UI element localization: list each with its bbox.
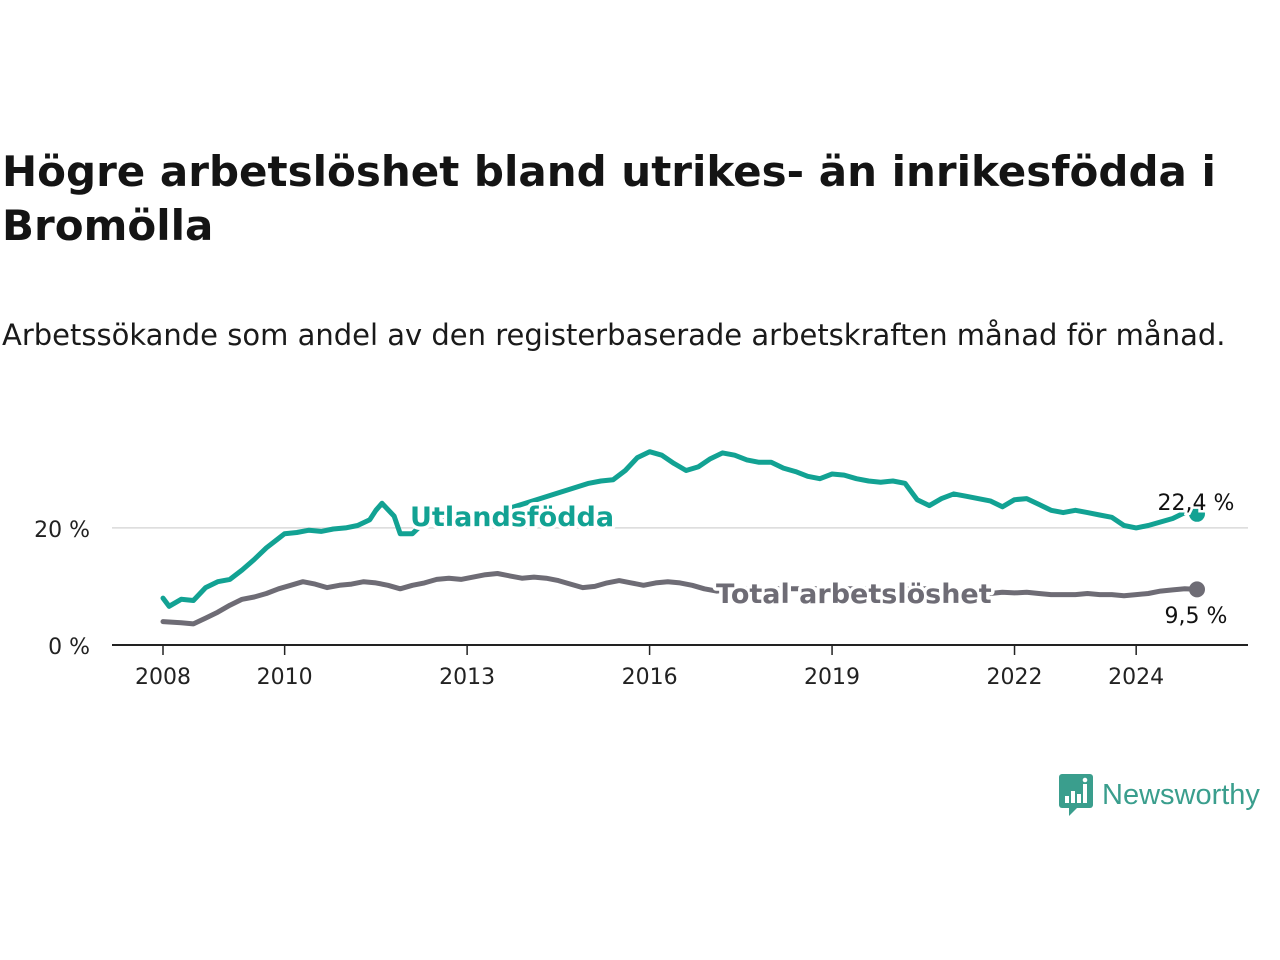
x-tick-label: 2008 — [135, 665, 191, 690]
x-tick-label: 2024 — [1108, 665, 1164, 690]
x-tick-label: 2013 — [439, 665, 495, 690]
chart-subtitle: Arbetssökande som andel av den registerb… — [2, 318, 1226, 352]
x-tick-label: 2010 — [257, 665, 313, 690]
series-name-foreign: Utlandsfödda — [410, 502, 614, 533]
series-line-total — [160, 571, 1200, 627]
newsworthy-logo-icon — [1059, 774, 1093, 816]
newsworthy-brand: Newsworthy — [1058, 772, 1260, 818]
series-lines — [160, 449, 1205, 627]
line-chart: 2008 2010 2013 2016 2019 2022 2024 0 % 20 % Utl… — [34, 449, 1248, 690]
y-tick-label: 0 % — [48, 635, 90, 660]
series-name-total: Total arbetslöshet — [716, 579, 992, 610]
y-axis-ticks: 0 % 20 % — [34, 518, 90, 660]
y-tick-label: 20 % — [34, 518, 90, 543]
x-tick-label: 2022 — [987, 665, 1043, 690]
chart-title: Högre arbetslöshet bland utrikes- än inr… — [2, 147, 1216, 250]
end-value-label-foreign: 22,4 % — [1158, 491, 1235, 516]
end-value-label-total: 9,5 % — [1165, 604, 1228, 629]
series-line-foreign — [160, 449, 1200, 609]
x-tick-label: 2016 — [622, 665, 678, 690]
end-point-total — [1189, 581, 1205, 598]
x-axis-ticks: 2008 2010 2013 2016 2019 2022 2024 — [135, 645, 1164, 690]
brand-name: Newsworthy — [1102, 778, 1260, 811]
end-point-foreign — [1189, 505, 1205, 522]
series-labels: Utlandsfödda Total arbetslöshet 22,4 % 9,5 … — [407, 489, 1237, 632]
x-tick-label: 2019 — [804, 665, 860, 690]
